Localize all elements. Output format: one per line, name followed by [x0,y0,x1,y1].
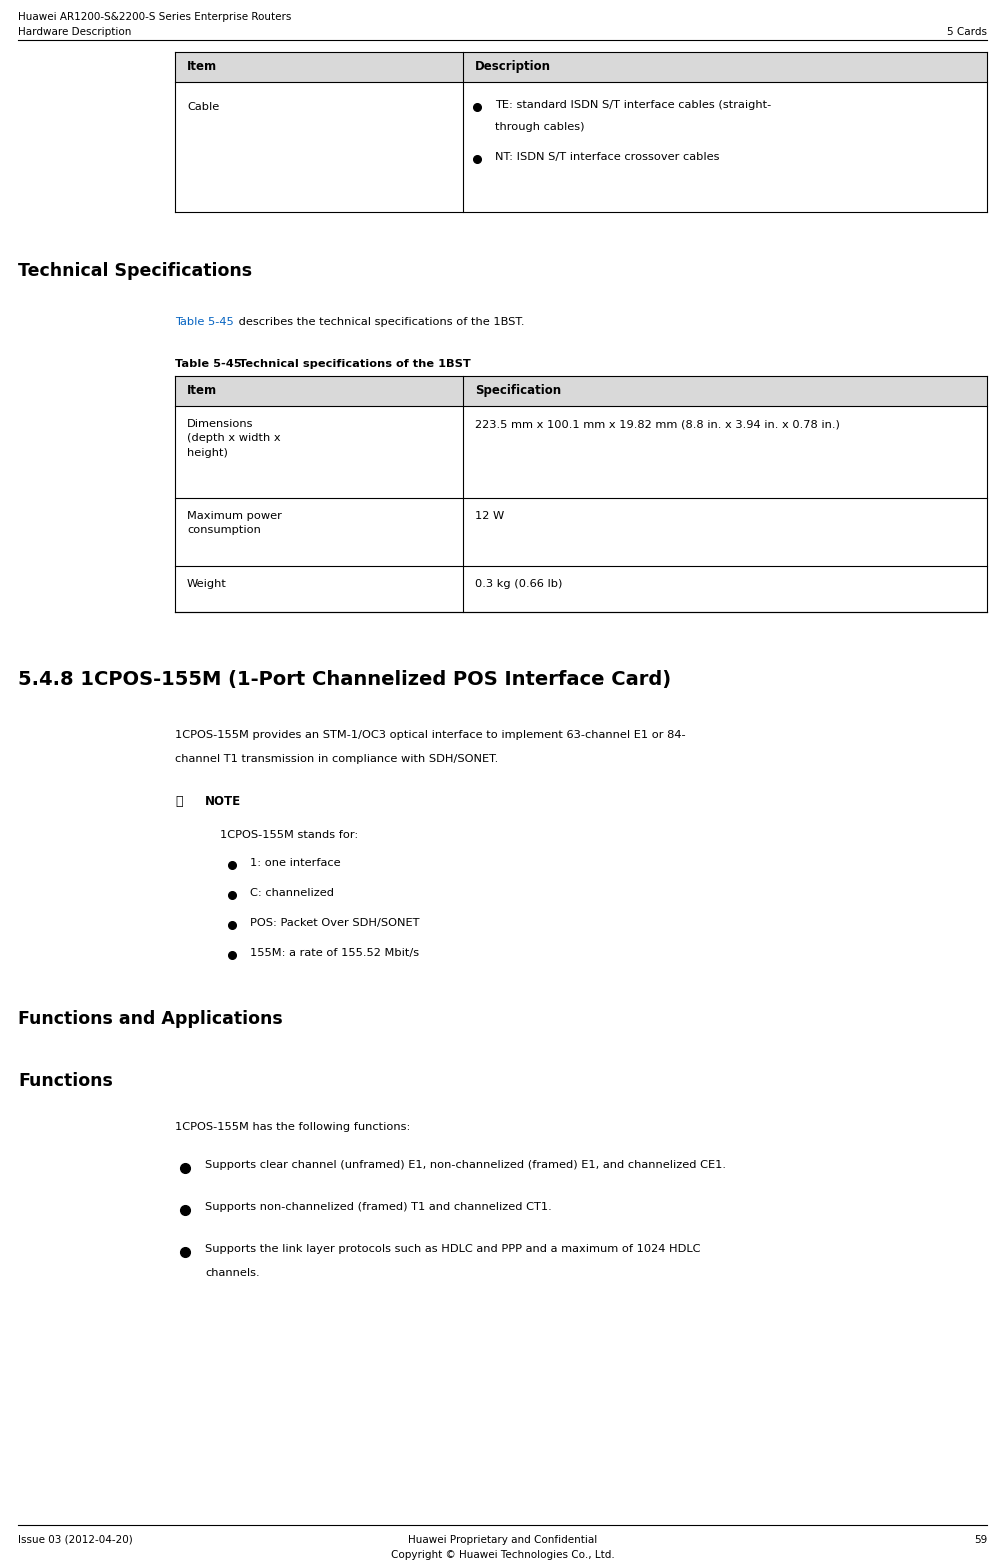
Text: Dimensions
(depth x width x
height): Dimensions (depth x width x height) [187,418,280,458]
Text: 0.3 kg (0.66 lb): 0.3 kg (0.66 lb) [475,578,563,589]
Text: Huawei AR1200-S&2200-S Series Enterprise Routers: Huawei AR1200-S&2200-S Series Enterprise… [18,13,291,22]
Text: through cables): through cables) [495,122,585,132]
Text: NT: ISDN S/T interface crossover cables: NT: ISDN S/T interface crossover cables [495,152,720,161]
Text: 223.5 mm x 100.1 mm x 19.82 mm (8.8 in. x 3.94 in. x 0.78 in.): 223.5 mm x 100.1 mm x 19.82 mm (8.8 in. … [475,418,840,429]
Text: Supports the link layer protocols such as HDLC and PPP and a maximum of 1024 HDL: Supports the link layer protocols such a… [205,1244,700,1254]
Text: C: channelized: C: channelized [250,888,334,898]
Text: 5.4.8 1CPOS-155M (1-Port Channelized POS Interface Card): 5.4.8 1CPOS-155M (1-Port Channelized POS… [18,671,671,689]
Text: Table 5-45: Table 5-45 [175,359,241,368]
Text: channels.: channels. [205,1268,259,1279]
Text: Table 5-45: Table 5-45 [175,317,234,328]
Text: channel T1 transmission in compliance with SDH/SONET.: channel T1 transmission in compliance wi… [175,754,498,765]
Text: 155M: a rate of 155.52 Mbit/s: 155M: a rate of 155.52 Mbit/s [250,948,419,957]
Text: describes the technical specifications of the 1BST.: describes the technical specifications o… [235,317,525,328]
Text: 1CPOS-155M stands for:: 1CPOS-155M stands for: [220,831,358,840]
Text: 1: one interface: 1: one interface [250,859,341,868]
Text: Supports clear channel (unframed) E1, non-channelized (framed) E1, and channeliz: Supports clear channel (unframed) E1, no… [205,1160,726,1171]
Text: POS: Packet Over SDH/SONET: POS: Packet Over SDH/SONET [250,918,419,928]
Text: Supports non-channelized (framed) T1 and channelized CT1.: Supports non-channelized (framed) T1 and… [205,1202,552,1211]
Text: Specification: Specification [475,384,562,396]
Bar [175,52,987,81]
Text: Functions and Applications: Functions and Applications [18,1011,282,1028]
Text: Functions: Functions [18,1072,113,1091]
Text: Weight: Weight [187,578,227,589]
Text: Huawei Proprietary and Confidential: Huawei Proprietary and Confidential [408,1536,597,1545]
Text: Maximum power
consumption: Maximum power consumption [187,511,281,536]
Text: 1CPOS-155M provides an STM-1/OC3 optical interface to implement 63-channel E1 or: 1CPOS-155M provides an STM-1/OC3 optical… [175,730,685,740]
Text: TE: standard ISDN S/T interface cables (straight-: TE: standard ISDN S/T interface cables (… [495,100,772,110]
Text: Cable: Cable [187,102,219,111]
Text: 59: 59 [974,1536,987,1545]
Bar [175,376,987,406]
Text: Hardware Description: Hardware Description [18,27,132,38]
Text: Item: Item [187,384,217,396]
Text: Technical specifications of the 1BST: Technical specifications of the 1BST [235,359,470,368]
Text: Item: Item [187,60,217,74]
Text: 1CPOS-155M has the following functions:: 1CPOS-155M has the following functions: [175,1122,410,1131]
Text: NOTE: NOTE [205,794,241,809]
Text: 📖: 📖 [175,794,183,809]
Text: Issue 03 (2012-04-20): Issue 03 (2012-04-20) [18,1536,133,1545]
Text: Copyright © Huawei Technologies Co., Ltd.: Copyright © Huawei Technologies Co., Ltd… [391,1550,614,1561]
Text: Description: Description [475,60,552,74]
Text: 12 W: 12 W [475,511,505,520]
Text: Technical Specifications: Technical Specifications [18,262,252,280]
Text: 5 Cards: 5 Cards [947,27,987,38]
